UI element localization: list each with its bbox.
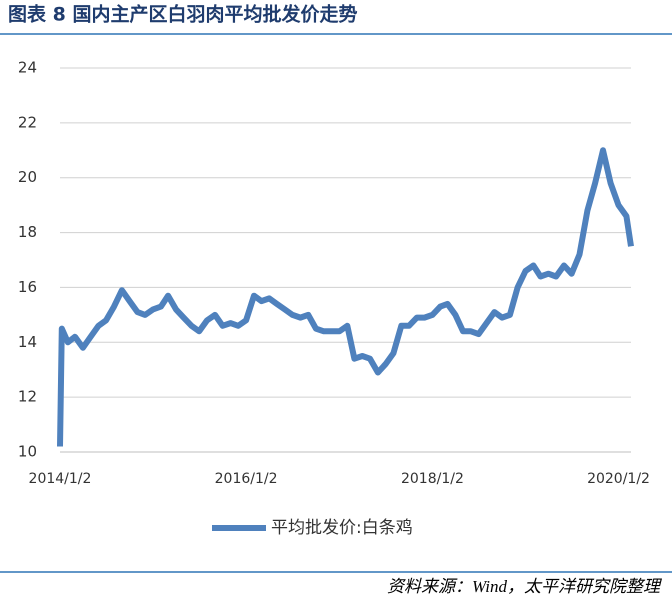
x-tick-label: 2018/1/2 [401, 471, 464, 487]
y-tick-label: 24 [18, 59, 37, 77]
x-tick-label: 2020/1/2 [587, 471, 650, 487]
y-tick-label: 20 [18, 168, 37, 186]
series-line [57, 147, 634, 447]
x-tick-label: 2014/1/2 [29, 471, 92, 487]
y-tick-label: 14 [18, 333, 37, 351]
y-tick-label: 12 [18, 388, 37, 406]
legend-label: 平均批发价:白条鸡 [271, 518, 413, 538]
y-tick-label: 16 [18, 278, 37, 296]
y-tick-label: 10 [18, 443, 37, 461]
x-tick-label: 2016/1/2 [215, 471, 278, 487]
y-tick-label: 22 [18, 113, 37, 131]
y-tick-label: 18 [18, 223, 37, 241]
chart-title: 图表 8 国内主产区白羽肉平均批发价走势 [8, 3, 357, 26]
source-note: 资料来源：Wind，太平洋研究院整理 [387, 577, 662, 596]
